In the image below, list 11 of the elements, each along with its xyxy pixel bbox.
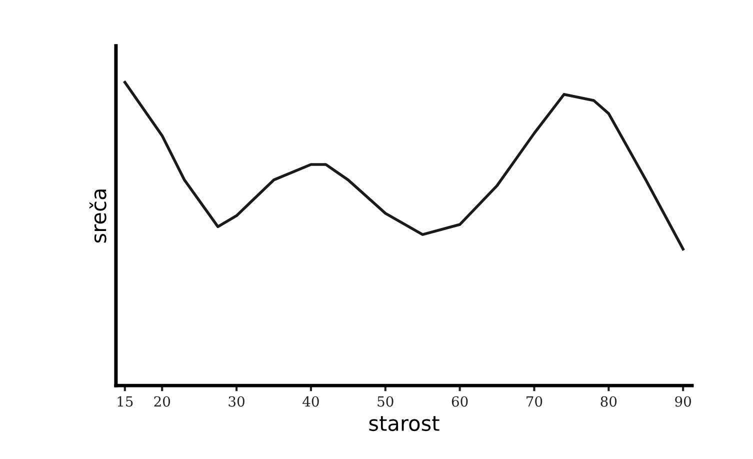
x-tick-label: 60 (452, 396, 468, 407)
x-tick-label: 15 (118, 396, 133, 407)
x-tick-label: 40 (302, 396, 319, 407)
x-tick-label: 80 (600, 396, 617, 407)
x-tick-label: 50 (378, 396, 394, 407)
x-tick-label: 20 (154, 396, 170, 407)
x-tick-label: 90 (675, 396, 691, 407)
x-axis-title: starost (369, 416, 440, 432)
y-axis-title: sreča (89, 190, 106, 243)
x-tick-label: 70 (526, 396, 542, 407)
x-tick-label: 30 (228, 396, 244, 407)
